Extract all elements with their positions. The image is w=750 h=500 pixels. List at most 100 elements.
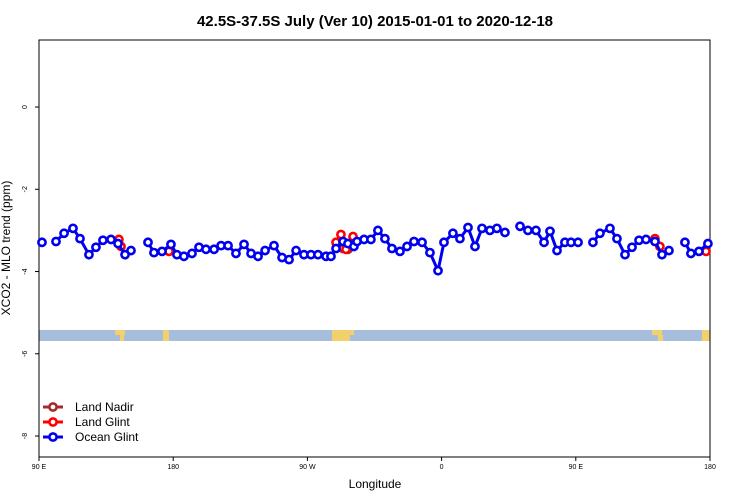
point bbox=[209, 244, 219, 255]
land-patch bbox=[652, 330, 662, 335]
legend-label: Land Nadir bbox=[75, 400, 134, 414]
point bbox=[313, 249, 323, 260]
x-tick-label: 90 E bbox=[569, 464, 584, 471]
point bbox=[492, 223, 502, 234]
x-tick-label: 0 bbox=[440, 464, 444, 471]
point bbox=[433, 265, 443, 276]
y-tick-label: -4 bbox=[22, 268, 29, 274]
point bbox=[331, 243, 341, 254]
point bbox=[187, 248, 197, 259]
point bbox=[686, 248, 696, 259]
point bbox=[703, 238, 713, 249]
point bbox=[291, 245, 301, 256]
point bbox=[523, 225, 533, 236]
point bbox=[595, 228, 605, 239]
point bbox=[326, 251, 336, 262]
point bbox=[239, 239, 249, 250]
ocean-strip bbox=[39, 330, 710, 341]
point bbox=[260, 245, 270, 256]
point bbox=[166, 239, 176, 250]
point bbox=[253, 251, 263, 262]
point bbox=[612, 233, 622, 244]
point bbox=[68, 223, 78, 234]
point bbox=[149, 247, 159, 258]
point bbox=[126, 245, 136, 256]
land-mask bbox=[39, 330, 710, 341]
point bbox=[373, 225, 383, 236]
land-patch bbox=[332, 330, 350, 341]
point bbox=[417, 237, 427, 248]
point bbox=[573, 237, 583, 248]
point bbox=[515, 221, 525, 232]
point bbox=[284, 254, 294, 265]
point bbox=[545, 226, 555, 237]
y-axis-label: XCO2 - MLO trend (ppm) bbox=[0, 181, 13, 316]
point bbox=[650, 236, 660, 247]
y-tick-label: -6 bbox=[22, 351, 29, 357]
point bbox=[439, 237, 449, 248]
point bbox=[463, 222, 473, 233]
point bbox=[59, 228, 69, 239]
point bbox=[223, 240, 233, 251]
point bbox=[98, 235, 108, 246]
point bbox=[470, 241, 480, 252]
point bbox=[157, 246, 167, 257]
legend-marker bbox=[48, 417, 58, 427]
point bbox=[387, 243, 397, 254]
point bbox=[588, 237, 598, 248]
legend-label: Ocean Glint bbox=[75, 430, 139, 444]
plot-frame bbox=[38, 39, 711, 458]
x-tick-label: 90 W bbox=[299, 464, 316, 471]
point bbox=[380, 233, 390, 244]
legend-label: Land Glint bbox=[75, 415, 130, 429]
point bbox=[657, 249, 667, 260]
point bbox=[627, 242, 637, 253]
point bbox=[395, 246, 405, 257]
y-tick-label: -8 bbox=[22, 433, 29, 439]
legend-marker bbox=[48, 402, 58, 412]
land-patch bbox=[702, 330, 710, 341]
point bbox=[500, 227, 510, 238]
land-patch bbox=[658, 335, 663, 341]
land-patch bbox=[163, 330, 169, 341]
point bbox=[694, 246, 704, 257]
chart-title: 42.5S-37.5S July (Ver 10) 2015-01-01 to … bbox=[197, 13, 553, 30]
point bbox=[620, 249, 630, 260]
point bbox=[402, 241, 412, 252]
x-tick-label: 180 bbox=[167, 464, 179, 471]
y-tick-label: -2 bbox=[22, 186, 29, 192]
point bbox=[409, 236, 419, 247]
land-patch bbox=[120, 335, 124, 341]
point bbox=[84, 249, 94, 260]
point bbox=[552, 245, 562, 256]
legend-marker bbox=[48, 432, 58, 442]
land-patch bbox=[350, 330, 354, 335]
point bbox=[91, 242, 101, 253]
point bbox=[143, 237, 153, 248]
x-tick-label: 180 bbox=[704, 464, 716, 471]
point bbox=[539, 237, 549, 248]
point bbox=[269, 240, 279, 251]
point bbox=[37, 237, 47, 248]
point bbox=[455, 233, 465, 244]
point bbox=[366, 234, 376, 245]
point bbox=[51, 236, 61, 247]
land-patch bbox=[115, 330, 125, 335]
x-tick-label: 90 E bbox=[32, 464, 47, 471]
point bbox=[664, 245, 674, 256]
point bbox=[75, 233, 85, 244]
point bbox=[448, 228, 458, 239]
point bbox=[425, 247, 435, 258]
point bbox=[605, 223, 615, 234]
point bbox=[113, 238, 123, 249]
point bbox=[179, 251, 189, 262]
point bbox=[106, 234, 116, 245]
x-axis-label: Longitude bbox=[349, 477, 402, 491]
y-tick-label: 0 bbox=[22, 105, 29, 109]
point bbox=[201, 244, 211, 255]
point bbox=[680, 237, 690, 248]
point bbox=[641, 234, 651, 245]
point bbox=[477, 223, 487, 234]
point bbox=[531, 225, 541, 236]
